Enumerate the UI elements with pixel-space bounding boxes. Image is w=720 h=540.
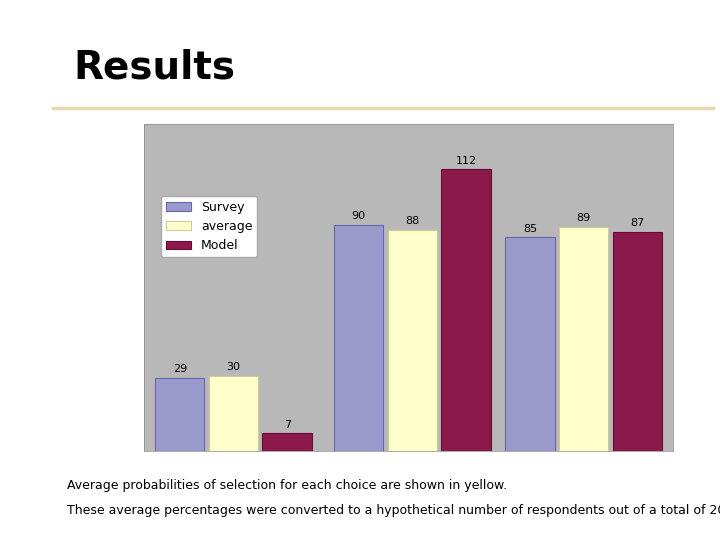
Bar [209,375,258,451]
Bar [505,237,554,451]
Legend: Survey, average, Model: Survey, average, Model [161,196,257,257]
Text: These average percentages were converted to a hypothetical number of respondents: These average percentages were converted… [67,504,720,517]
Text: 112: 112 [456,156,477,166]
Bar [559,227,608,451]
Text: 7: 7 [284,420,291,429]
Text: 87: 87 [630,219,644,228]
Text: Average probabilities of selection for each choice are shown in yellow.: Average probabilities of selection for e… [67,480,507,492]
Text: Results: Results [73,49,235,86]
Text: 85: 85 [523,224,537,233]
Bar [388,230,437,451]
Text: 90: 90 [351,211,366,221]
Text: 89: 89 [577,213,591,224]
Bar [613,232,662,451]
Text: CEE 320
Spring 2008: CEE 320 Spring 2008 [10,458,30,514]
Bar [334,225,384,451]
Text: 30: 30 [227,362,240,372]
Text: 29: 29 [173,364,187,374]
Bar [441,170,491,451]
Bar [263,433,312,451]
Text: 88: 88 [405,216,420,226]
Bar [155,378,204,451]
